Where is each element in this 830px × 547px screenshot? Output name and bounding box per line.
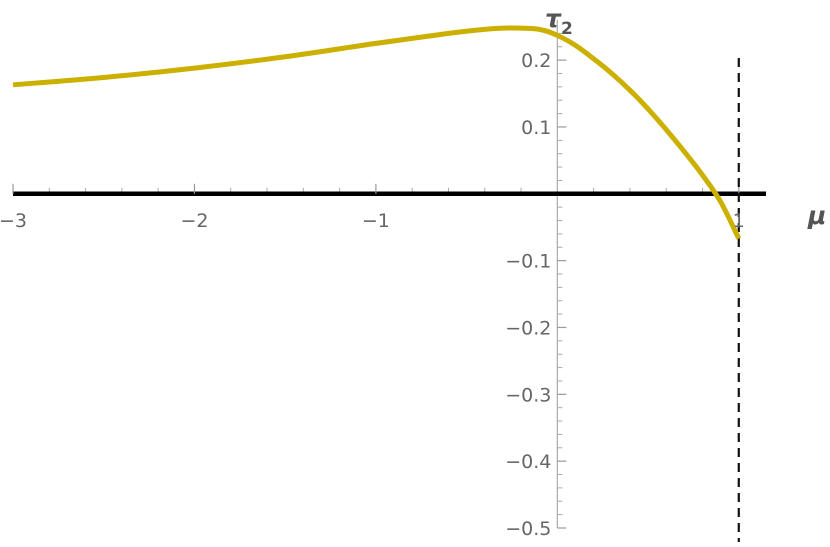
y-tick-labels: 0.2 0.1 −0.1 −0.2 −0.3 −0.4 −0.5	[505, 50, 551, 540]
x-axis-label: μ	[807, 201, 826, 230]
y-axis-label-base: τ	[545, 4, 562, 33]
series-line	[12, 25, 742, 240]
y-tick-label: −0.2	[505, 317, 551, 339]
y-tick-label: −0.1	[505, 251, 551, 273]
y-tick-label: −0.5	[505, 518, 551, 540]
x-tick-label: 1	[733, 210, 745, 232]
y-tick-label: 0.1	[521, 117, 551, 139]
major-ticks	[12, 59, 740, 529]
x-tick-label: −3	[0, 210, 27, 232]
y-axis-label-subscript: 2	[561, 19, 573, 39]
y-axis-label: τ2	[545, 4, 573, 39]
y-tick-label: 0.2	[521, 50, 551, 72]
y-tick-label: −0.4	[505, 451, 551, 473]
x-tick-labels: −3 −2 −1 1	[0, 210, 745, 232]
x-tick-label: −1	[362, 210, 390, 232]
x-tick-label: −2	[180, 210, 208, 232]
minor-ticks	[48, 32, 703, 516]
y-tick-label: −0.3	[505, 384, 551, 406]
